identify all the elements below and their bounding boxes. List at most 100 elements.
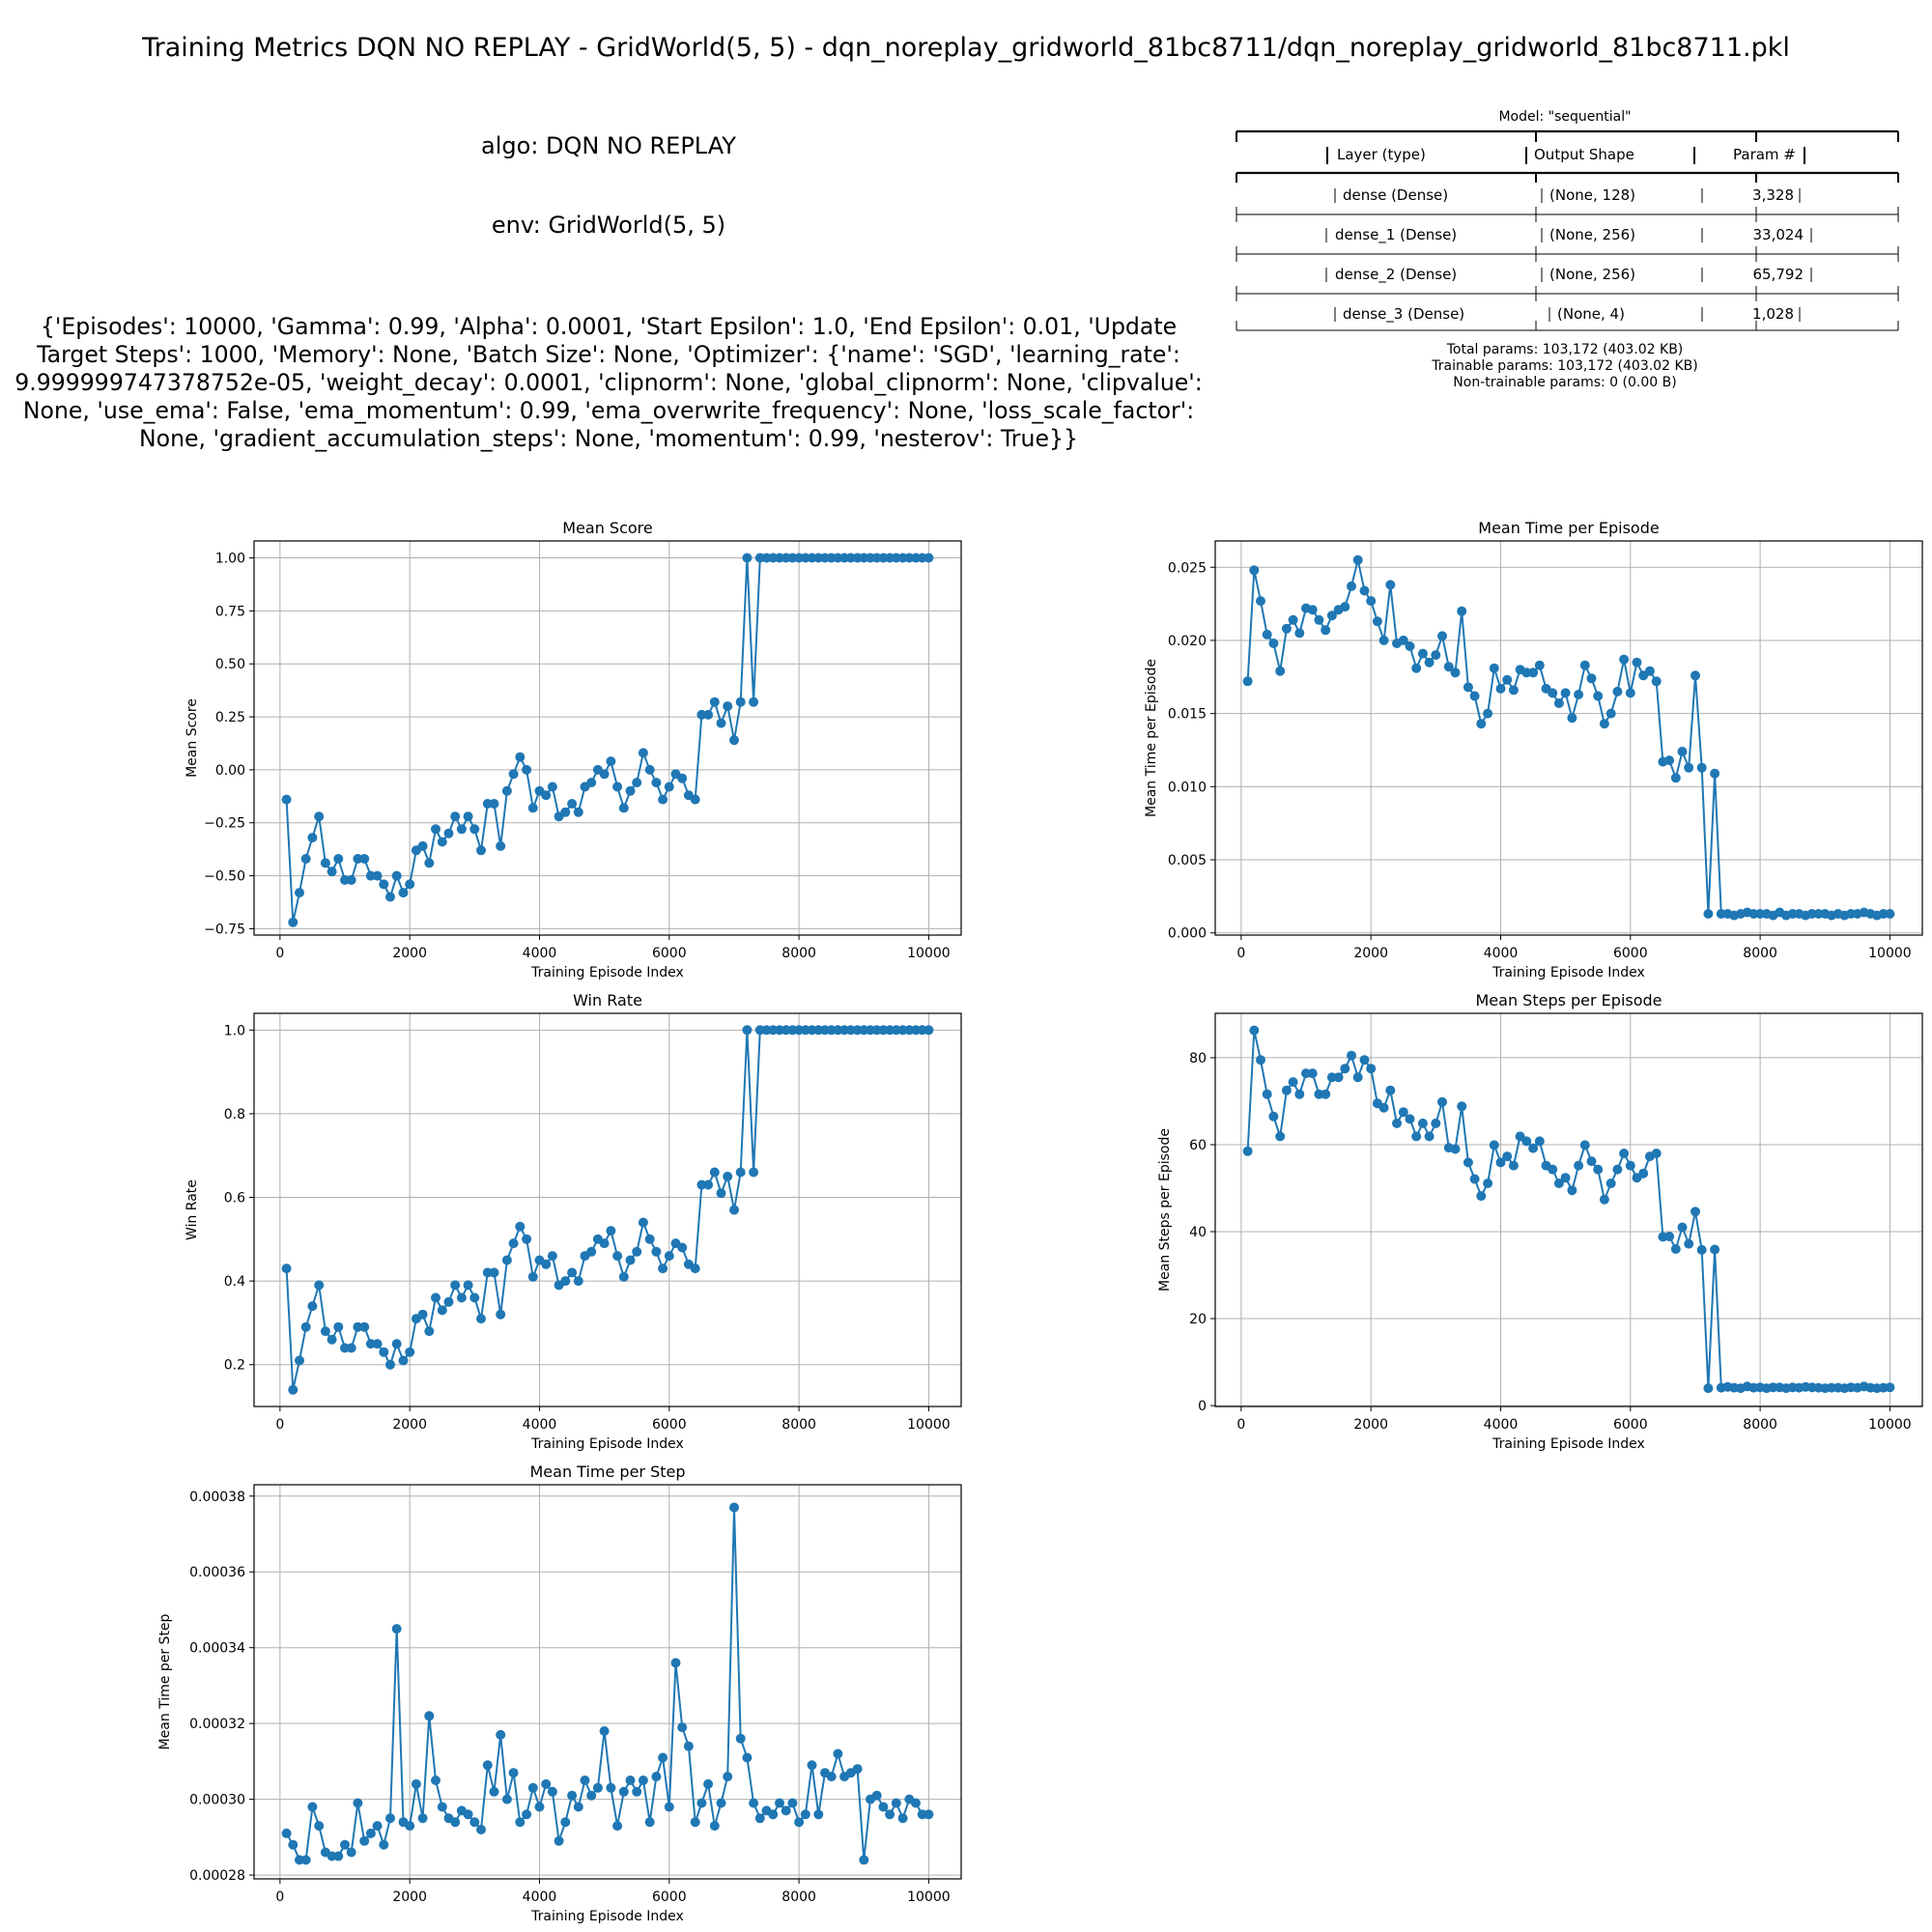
- data-point: [1307, 605, 1318, 615]
- data-point: [391, 1339, 402, 1350]
- x-axis-label: Training Episode Index: [530, 1909, 684, 1924]
- data-point: [1294, 1089, 1305, 1099]
- data-point: [508, 1238, 519, 1249]
- data-point: [606, 1226, 616, 1236]
- y-tick-label: 0.005: [1168, 853, 1207, 868]
- data-point: [1586, 1156, 1597, 1167]
- data-point: [379, 1839, 389, 1850]
- model-row-params: 3,328: [1752, 186, 1794, 204]
- data-point: [1314, 614, 1324, 625]
- x-tick-label: 0: [275, 1417, 284, 1433]
- data-point: [1632, 657, 1642, 668]
- x-tick-label: 4000: [523, 1417, 557, 1433]
- data-point: [1385, 580, 1396, 590]
- chart-mean-time-per-episode: 0 2000 4000 6000 8000 10000 0.000 0.005 0.010 0.0…: [1144, 519, 1923, 980]
- x-tick-label: 0: [1236, 1417, 1245, 1433]
- data-point: [515, 1817, 526, 1828]
- data-point: [398, 888, 409, 898]
- y-axis-label: Mean Steps per Episode: [1157, 1128, 1173, 1292]
- data-point: [690, 1817, 700, 1828]
- model-row-params: 1,028: [1752, 305, 1794, 323]
- data-point: [1340, 602, 1350, 612]
- data-point: [1619, 654, 1630, 665]
- data-point: [288, 917, 298, 927]
- data-point: [1696, 1244, 1707, 1255]
- y-tick-label: 0.6: [224, 1191, 245, 1207]
- data-point: [281, 1828, 292, 1838]
- data-point: [1359, 585, 1370, 596]
- x-tick-label: 8000: [1743, 1417, 1777, 1433]
- data-point: [1567, 1185, 1577, 1196]
- data-point: [1359, 1055, 1370, 1065]
- data-point: [534, 1802, 545, 1812]
- data-point: [638, 1776, 648, 1785]
- data-point: [515, 1221, 526, 1232]
- data-point: [1431, 1118, 1441, 1128]
- data-point: [1249, 565, 1260, 576]
- data-point: [1275, 666, 1286, 676]
- data-point: [703, 1179, 714, 1190]
- data-point: [1528, 1143, 1539, 1153]
- data-point: [300, 854, 311, 864]
- hyperparameters-line: 9.999999747378752e-05, 'weight_decay': 0…: [14, 369, 1203, 396]
- data-point: [391, 870, 402, 881]
- x-tick-label: 0: [275, 946, 284, 961]
- data-point: [709, 1821, 720, 1832]
- data-point: [716, 1798, 726, 1808]
- model-trainable-params: Trainable params: 103,172 (403.02 KB): [1431, 358, 1697, 374]
- data-point: [1489, 1140, 1499, 1151]
- data-point: [463, 1280, 473, 1291]
- data-point: [346, 1847, 356, 1858]
- data-point: [1275, 1131, 1286, 1142]
- x-tick-label: 2000: [1353, 946, 1388, 961]
- x-tick-label: 2000: [392, 946, 427, 961]
- data-point: [690, 794, 700, 805]
- y-tick-label: 0.00030: [189, 1793, 245, 1808]
- data-point: [658, 1264, 668, 1274]
- data-point: [554, 1835, 564, 1846]
- data-point: [281, 1264, 292, 1274]
- data-point: [703, 709, 714, 720]
- data-point: [1256, 596, 1265, 607]
- y-tick-label: 0.4: [224, 1274, 245, 1290]
- data-point: [527, 1782, 538, 1793]
- x-tick-label: 10000: [907, 1889, 951, 1905]
- data-point: [677, 1242, 688, 1253]
- data-point: [560, 1276, 571, 1287]
- data-point: [599, 769, 610, 780]
- series-line: [285, 556, 929, 923]
- model-summary-title: Model: "sequential": [1498, 109, 1631, 125]
- data-point: [1638, 1168, 1649, 1179]
- x-tick-label: 6000: [1613, 1417, 1648, 1433]
- x-tick-label: 8000: [1743, 946, 1777, 961]
- y-tick-label: 0.25: [215, 710, 245, 725]
- data-point: [1450, 1144, 1461, 1154]
- x-tick-label: 10000: [907, 1417, 951, 1433]
- data-point: [599, 1726, 610, 1736]
- data-point: [1534, 1136, 1545, 1147]
- data-point: [333, 1851, 344, 1861]
- x-axis-label: Training Episode Index: [530, 965, 684, 980]
- data-point: [658, 1752, 668, 1763]
- data-point: [496, 840, 506, 851]
- data-point: [379, 879, 389, 890]
- data-point: [482, 1760, 493, 1771]
- x-tick-label: 6000: [652, 1417, 687, 1433]
- y-tick-label: 0.00034: [189, 1641, 245, 1657]
- data-point: [417, 840, 428, 851]
- data-point: [1431, 650, 1441, 661]
- data-point: [580, 1776, 590, 1785]
- y-tick-label: −0.25: [204, 816, 245, 832]
- data-point: [690, 1264, 700, 1274]
- data-point: [501, 1255, 512, 1265]
- x-tick-label: 8000: [781, 1417, 816, 1433]
- data-point: [1437, 631, 1447, 641]
- data-point: [1553, 698, 1564, 708]
- data-point: [1457, 606, 1467, 616]
- data-point: [1605, 1179, 1616, 1188]
- data-point: [353, 1798, 363, 1808]
- data-point: [794, 1817, 805, 1828]
- data-point: [398, 1355, 409, 1366]
- data-point: [696, 1798, 707, 1808]
- data-point: [1307, 1068, 1318, 1079]
